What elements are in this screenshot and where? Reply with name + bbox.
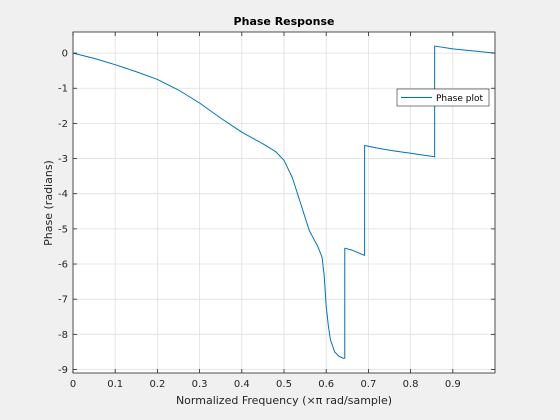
y-tick-label: -8: [58, 330, 68, 341]
x-tick-label: 0.8: [403, 379, 419, 390]
x-tick-label: 0.6: [318, 379, 334, 390]
chart-title: Phase Response: [234, 15, 335, 28]
y-axis-ticks: 0 -1 -2 -3 -4 -5 -6 -7 -8 -9: [58, 49, 495, 376]
y-axis-label: Phase (radians): [42, 160, 55, 246]
x-axis-ticks: 0 0.1 0.2 0.3 0.4 0.5 0.6 0.7 0.8 0.9: [70, 32, 461, 390]
x-axis-label: Normalized Frequency (×π rad/sample): [176, 394, 392, 407]
y-tick-label: -6: [58, 260, 68, 271]
x-tick-label: 0.9: [445, 379, 461, 390]
phase-plot-line: [73, 45, 495, 359]
y-tick-label: -3: [58, 154, 68, 165]
y-tick-label: 0: [62, 49, 68, 60]
x-tick-label: 0.2: [149, 379, 165, 390]
x-tick-label: 0.7: [360, 379, 376, 390]
y-tick-label: -1: [58, 84, 68, 95]
y-tick-label: -4: [58, 189, 68, 200]
y-tick-label: -5: [58, 224, 68, 235]
y-tick-label: -9: [58, 365, 68, 376]
y-tick-label: -7: [58, 295, 68, 306]
x-tick-label: 0.1: [107, 379, 123, 390]
x-tick-label: 0.3: [192, 379, 208, 390]
x-tick-label: 0: [70, 379, 76, 390]
y-tick-label: -2: [58, 119, 68, 130]
legend-box: [396, 88, 490, 107]
x-tick-label: 0.5: [276, 379, 292, 390]
x-tick-label: 0.4: [234, 379, 250, 390]
legend-label: Phase plot: [436, 94, 483, 104]
legend: Phase plot: [396, 88, 490, 107]
